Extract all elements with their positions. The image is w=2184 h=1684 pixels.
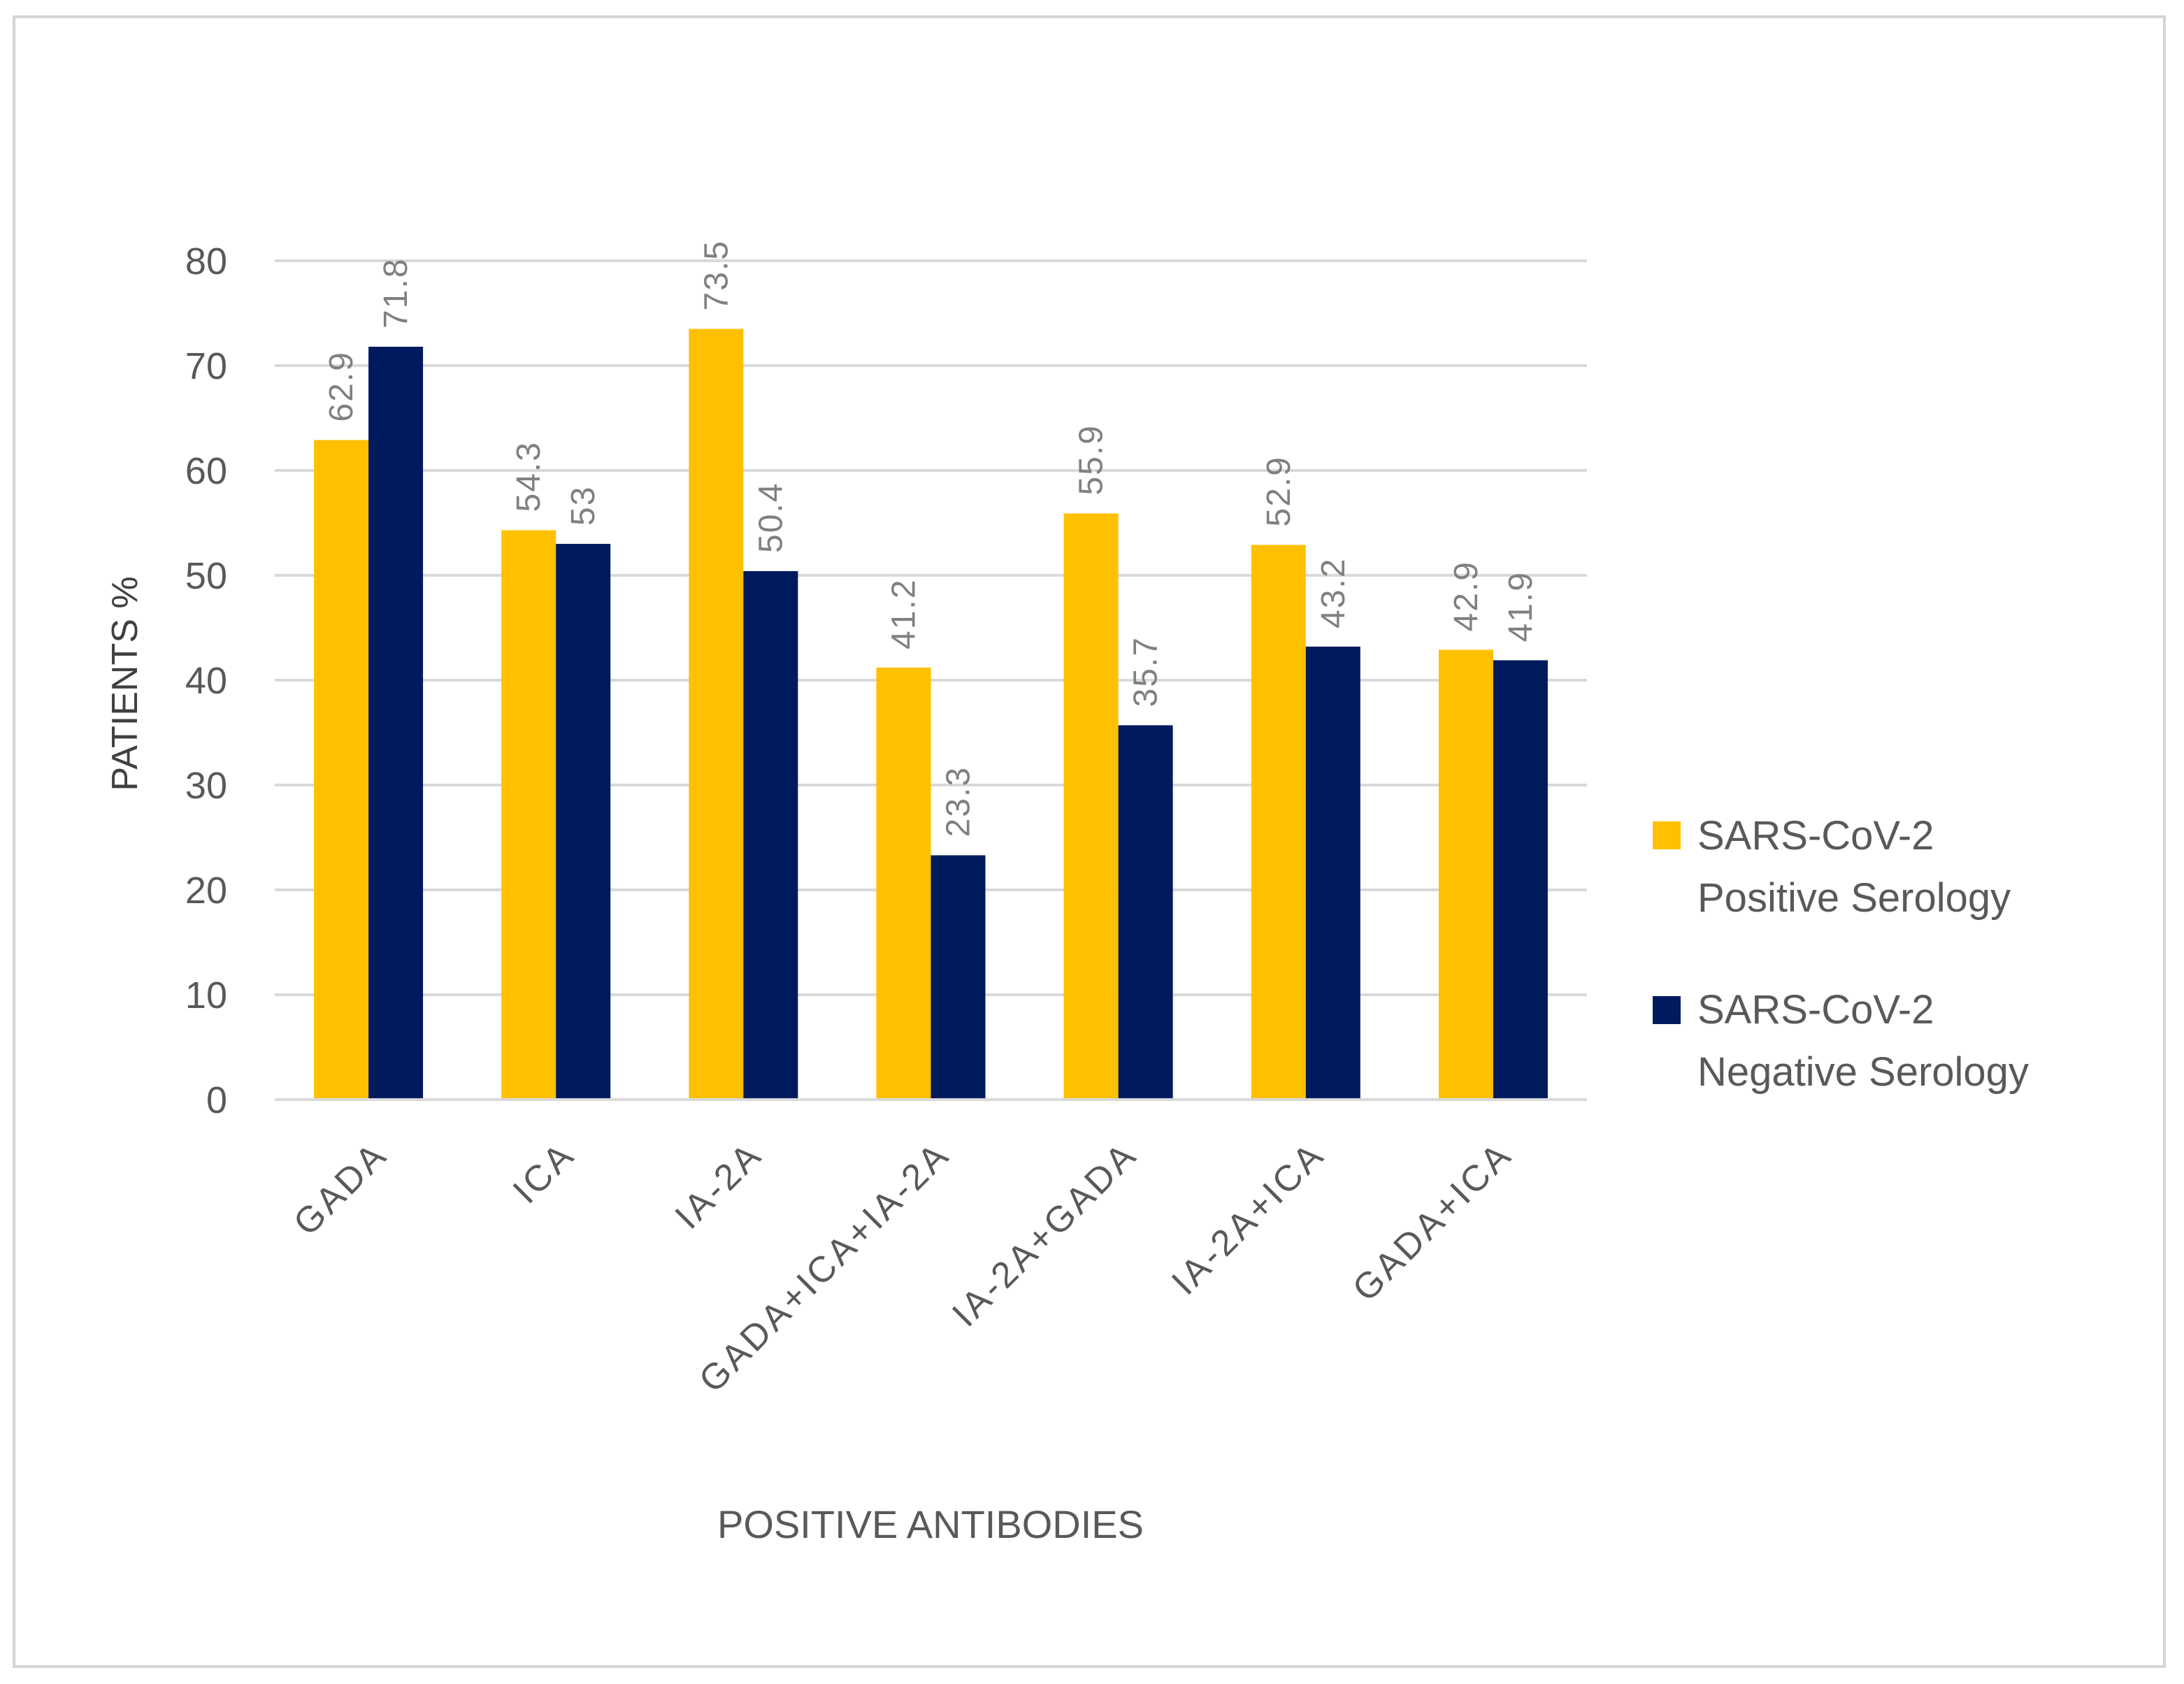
y-tick-label: 50 — [185, 555, 227, 597]
data-label: 41.2 — [886, 579, 923, 649]
bar-positive-gada-ica — [1438, 649, 1493, 1100]
bar-positive-ia-2a — [689, 329, 744, 1100]
data-label: 53 — [565, 486, 602, 526]
legend-swatch-positive — [1653, 821, 1681, 849]
bar-positive-gada — [314, 440, 369, 1100]
bar-negative-ica — [556, 544, 611, 1100]
bar-negative-gada-ica — [1493, 660, 1548, 1100]
bar-negative-ia-2a — [743, 571, 798, 1100]
legend-label-positive-line2: Positive Serology — [1697, 875, 2011, 921]
data-labels: 62.9 54.3 73.5 41.2 55.9 52.9 42.9 71.8 53 50.4 23… — [323, 240, 1539, 837]
x-tick-label: IA-2A+GADA — [944, 1134, 1145, 1334]
bar-positive-gada-ica-ia-2a — [876, 668, 931, 1100]
bar-negative-ia-2a-gada — [1118, 725, 1173, 1100]
data-label: 54.3 — [510, 441, 547, 512]
data-label: 35.7 — [1128, 636, 1165, 707]
data-label: 23.3 — [940, 766, 977, 837]
y-axis-label: PATIENTS % — [105, 576, 145, 791]
y-tick-label: 10 — [185, 974, 227, 1016]
x-axis-label: POSITIVE ANTIBODIES — [717, 1502, 1144, 1546]
data-label: 41.9 — [1502, 571, 1539, 642]
legend: SARS-CoV-2 Positive Serology SARS-CoV-2 … — [1653, 813, 2029, 1095]
y-tick-label: 40 — [185, 660, 227, 702]
legend-label-positive-line1: SARS-CoV-2 — [1697, 813, 1934, 858]
gridlines — [275, 259, 1587, 996]
y-tick-label: 70 — [185, 345, 227, 387]
bar-positive-ia-2a-gada — [1063, 513, 1119, 1100]
x-tick-label: ICA — [505, 1134, 583, 1211]
y-axis-ticks: 0 10 20 30 40 50 60 70 80 — [185, 240, 227, 1121]
y-tick-label: 60 — [185, 450, 227, 492]
data-label: 42.9 — [1448, 561, 1485, 631]
data-label: 73.5 — [698, 240, 735, 310]
legend-swatch-negative — [1653, 996, 1681, 1024]
x-tick-label: IA-2A+ICA — [1164, 1134, 1332, 1302]
data-label: 43.2 — [1315, 558, 1352, 628]
y-tick-label: 0 — [206, 1079, 227, 1121]
x-tick-label: GADA+ICA — [1345, 1134, 1521, 1309]
data-label: 62.9 — [323, 351, 360, 422]
legend-label-negative-line1: SARS-CoV-2 — [1697, 987, 1934, 1032]
data-label: 52.9 — [1260, 456, 1298, 526]
y-tick-label: 80 — [185, 240, 227, 282]
data-label: 50.4 — [752, 482, 789, 553]
data-label: 71.8 — [378, 258, 415, 329]
bar-negative-gada — [368, 347, 424, 1100]
bar-positive-ia-2a-ica — [1251, 545, 1306, 1100]
x-tick-label: IA-2A — [668, 1134, 770, 1237]
bar-negative-gada-ica-ia-2a — [931, 855, 986, 1100]
bars — [314, 329, 1548, 1100]
bar-negative-ia-2a-ica — [1305, 647, 1360, 1100]
legend-label-negative-line2: Negative Serology — [1697, 1049, 2029, 1095]
y-tick-label: 30 — [185, 765, 227, 807]
y-tick-label: 20 — [185, 870, 227, 912]
data-label: 55.9 — [1073, 424, 1110, 495]
x-tick-label: GADA — [286, 1134, 396, 1244]
bar-positive-ica — [501, 530, 556, 1100]
